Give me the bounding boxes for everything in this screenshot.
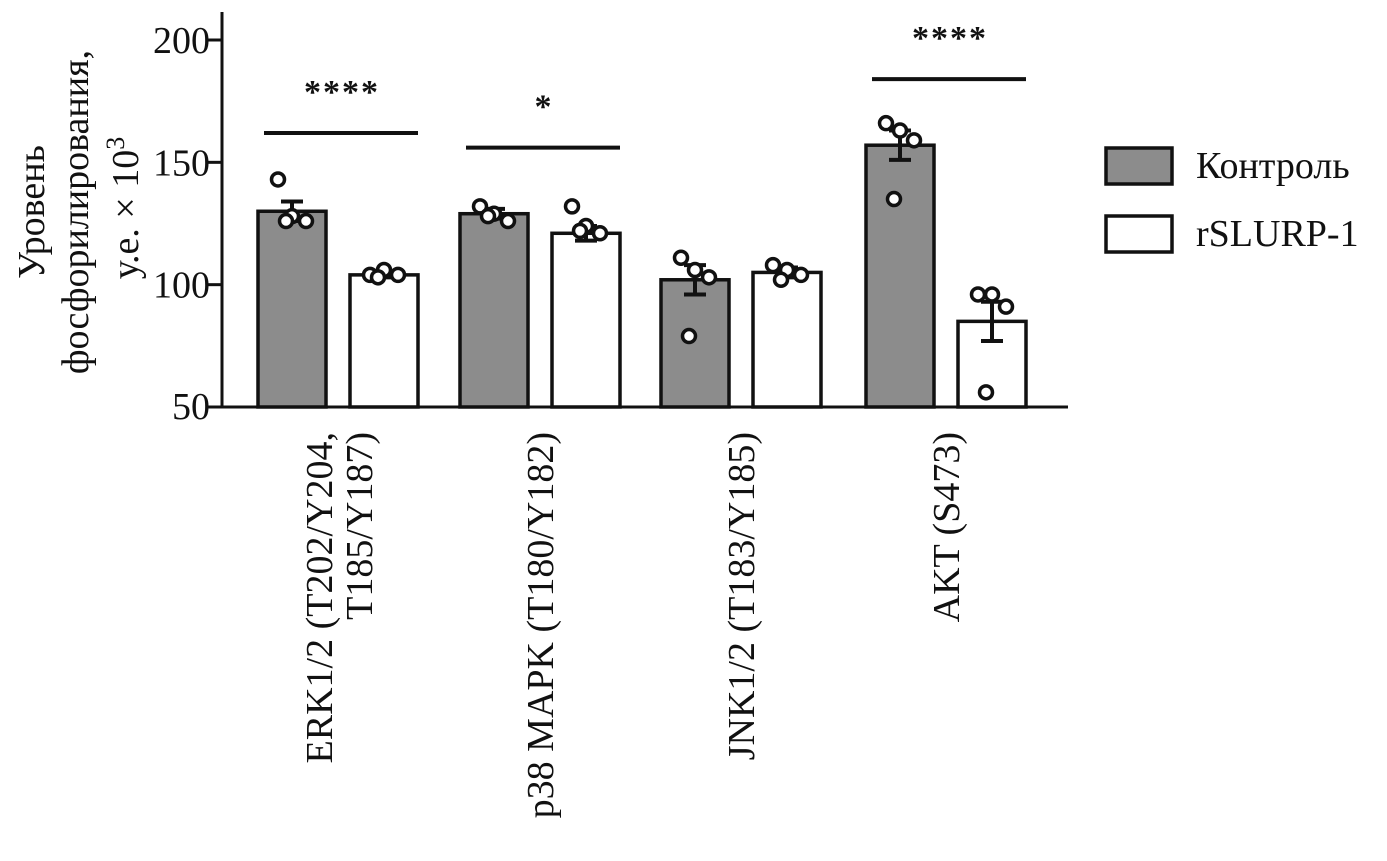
- data-point: [389, 266, 407, 284]
- y-axis-title: Уровень фосфорилирования, у.е. × 103: [11, 50, 147, 374]
- data-point: [877, 114, 895, 132]
- data-point: [700, 269, 718, 286]
- data-point: [297, 212, 315, 230]
- bars: [256, 128, 1028, 409]
- data-point: [672, 249, 690, 267]
- data-point: [997, 298, 1015, 315]
- bar: [751, 270, 823, 409]
- bar: [256, 209, 328, 409]
- significance-label: *: [535, 89, 554, 126]
- data-point: [591, 225, 609, 242]
- legend-label: Контроль: [1196, 145, 1350, 187]
- data-point: [369, 269, 387, 286]
- y-tick-label: 50: [172, 386, 210, 428]
- significance-annotations: **** *****: [264, 20, 1026, 150]
- legend: Контроль rSLURP-1: [1104, 145, 1359, 255]
- category-label: ERK1/2 (T202/Y204,: [299, 432, 341, 763]
- bar: [348, 273, 420, 409]
- data-point: [977, 384, 995, 401]
- bar: [864, 143, 936, 409]
- data-point: [479, 207, 497, 225]
- data-point: [686, 261, 704, 279]
- y-tick-label: 200: [153, 20, 210, 62]
- y-axis: 50 100 150 200: [153, 12, 224, 428]
- data-point: [983, 286, 1001, 303]
- category-label: p38 MAPK (T180/Y182): [520, 432, 562, 818]
- data-point: [571, 222, 589, 240]
- category-label: T185/Y187): [339, 432, 381, 620]
- y-tick-label: 150: [153, 142, 210, 184]
- y-axis-title-superscript: 3: [101, 137, 130, 150]
- data-point: [269, 171, 287, 188]
- data-point: [969, 286, 987, 303]
- data-point: [772, 271, 790, 289]
- data-point: [891, 122, 909, 139]
- data-point: [905, 132, 923, 149]
- data-point: [885, 190, 903, 208]
- y-axis-title-line: фосфорилирования,: [55, 50, 97, 374]
- significance-label: ****: [912, 20, 988, 57]
- category-label: AKT (S473): [926, 432, 968, 622]
- y-tick-label: 100: [153, 265, 210, 307]
- data-point: [563, 198, 581, 215]
- data-point: [680, 327, 698, 345]
- significance-label: ****: [304, 74, 380, 111]
- data-points: [269, 114, 1015, 401]
- category-label: JNK1/2 (T183/Y185): [721, 432, 763, 760]
- legend-swatch: [1104, 146, 1174, 186]
- data-point: [499, 212, 517, 230]
- data-point: [277, 212, 295, 230]
- bar: [550, 231, 622, 409]
- legend-swatch: [1104, 214, 1174, 254]
- y-axis-title-line: у.е. × 103: [101, 137, 147, 280]
- data-point: [764, 256, 782, 274]
- bar: [659, 278, 731, 409]
- data-point: [792, 266, 810, 284]
- bar: [458, 211, 530, 409]
- category-labels: ERK1/2 (T202/Y204,T185/Y187) p38 MAPK (T1…: [299, 432, 968, 818]
- y-axis-title-line: Уровень: [11, 145, 53, 279]
- legend-label: rSLURP-1: [1196, 213, 1359, 255]
